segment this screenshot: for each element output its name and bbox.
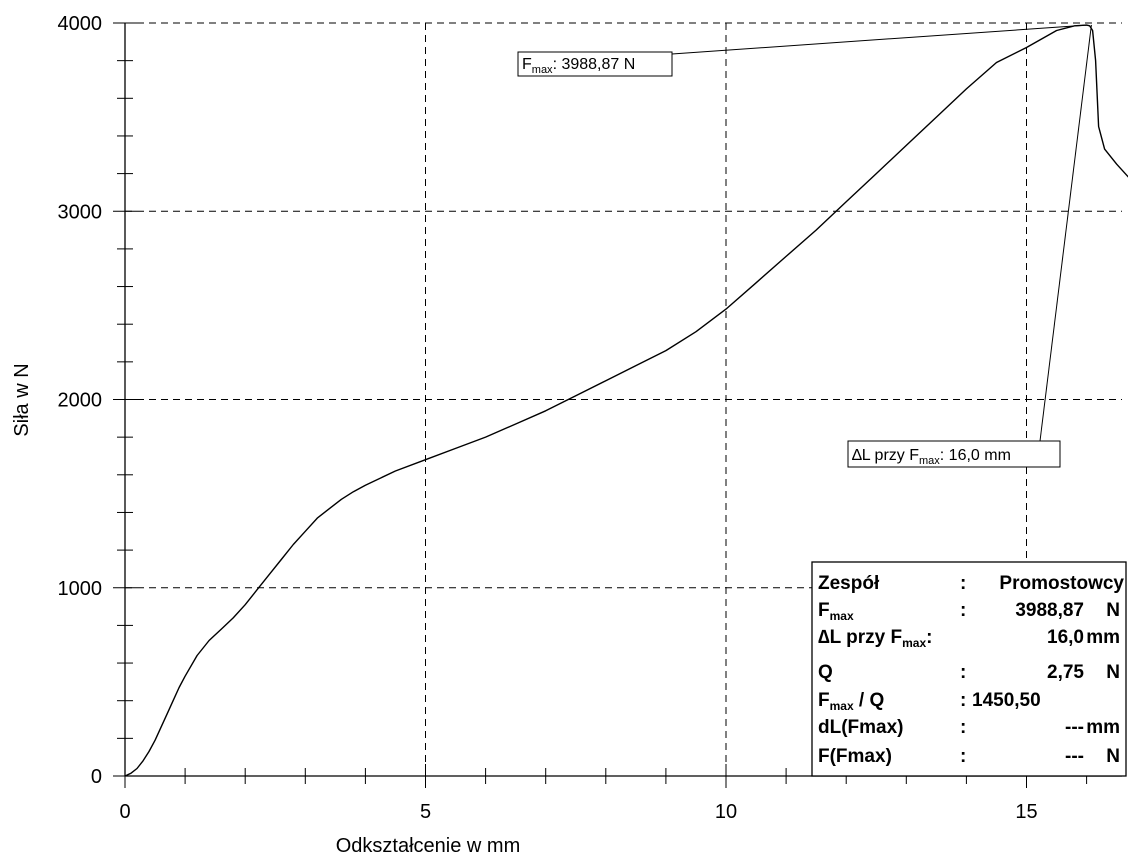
stats-row-label: Fmax [818, 600, 854, 623]
y-tick-label: 2000 [58, 390, 103, 412]
x-tick-label: 5 [420, 801, 431, 823]
stats-row-unit: N [1106, 662, 1120, 683]
stats-box: Zespół: Promostowcy Fmax: 3988,87 N ∆L przy F… [811, 561, 1127, 777]
subscript-span: max [919, 455, 940, 467]
subscript-span: max [902, 636, 926, 650]
text-span: F [818, 600, 830, 621]
text-span: F [522, 56, 532, 73]
stats-row-value: --- [1065, 746, 1084, 767]
x-tick-label: 10 [715, 801, 737, 823]
stats-row: ∆L przy Fmax: 16,0 mm [818, 627, 1120, 650]
text-span: F [818, 690, 830, 711]
text-span: Zespół [818, 573, 880, 594]
series-line [124, 24, 1128, 777]
annotations: Fmax: 3988,87 N∆L przy Fmax: 16,0 mm [517, 24, 1092, 468]
annotation-leader-line [671, 24, 1087, 55]
text-span: : 3988,87 N [553, 56, 636, 73]
text-span: dL(Fmax) [818, 717, 904, 738]
annotation-dl: ∆L przy Fmax: 16,0 mm [847, 24, 1092, 468]
stats-row: F(Fmax): --- N [818, 746, 1120, 767]
stats-row-value: 1450,50 [972, 690, 1041, 711]
stats-row-colon: : [960, 600, 966, 621]
stats-row-value: 3988,87 [1015, 600, 1084, 621]
stats-row-label: dL(Fmax) [818, 717, 904, 738]
stats-row-value: 16,0 [1047, 627, 1084, 648]
stats-row: Fmax: 3988,87 N [818, 600, 1120, 623]
subscript-span: max [532, 64, 553, 76]
stats-row-colon: : [960, 573, 966, 594]
text-span: L przy F [862, 447, 919, 464]
stats-row: Fmax / Q:1450,50 [818, 690, 1041, 713]
stats-row-colon: : [960, 690, 966, 711]
stats-row-value: Promostowcy [999, 573, 1124, 594]
y-tick-label: 4000 [58, 13, 103, 35]
stats-row-label: Zespół [818, 573, 880, 594]
stats-box-border [811, 561, 1127, 777]
text-span: / Q [854, 690, 885, 711]
y-tick-label: 3000 [58, 201, 103, 223]
y-tick-label: 1000 [58, 578, 103, 600]
stats-row-label: F(Fmax) [818, 746, 892, 767]
stats-row-label: ∆L przy Fmax: [818, 627, 932, 650]
tick-labels: 0 1000 2000 3000 4000 0 5 10 15 [58, 13, 1038, 823]
text-span: Q [818, 662, 833, 683]
x-tick-label: 0 [119, 801, 130, 823]
stats-row-unit: N [1106, 746, 1120, 767]
text-span: ∆ [852, 447, 862, 464]
stats-row-colon: : [960, 746, 966, 767]
annotation-label: ∆L przy Fmax: 16,0 mm [852, 447, 1011, 467]
annotation-leader-line [1039, 24, 1092, 442]
y-tick-label: 0 [91, 766, 102, 788]
annotation-box [847, 440, 1061, 468]
stats-row-unit: mm [1086, 717, 1120, 738]
x-tick-label: 15 [1015, 801, 1037, 823]
stats-row: Zespół: Promostowcy [818, 573, 1124, 594]
annotation-label: Fmax: 3988,87 N [522, 56, 635, 76]
stats-row-label: Q [818, 662, 833, 683]
subscript-span: max [830, 699, 854, 713]
stats-row-label: Fmax / Q [818, 690, 884, 713]
text-span: : [926, 627, 932, 648]
text-span: L przy F [830, 627, 903, 648]
y-axis-label: Siła w N [11, 363, 33, 436]
stats-row: Q: 2,75 N [818, 662, 1120, 683]
stats-row-value: --- [1065, 717, 1084, 738]
x-axis-label: Odkształcenie w mm [336, 835, 521, 857]
text-span: : 16,0 mm [940, 447, 1011, 464]
text-span: ∆ [818, 627, 830, 648]
subscript-span: max [830, 609, 854, 623]
stats-row-unit: mm [1086, 627, 1120, 648]
stats-row-unit: N [1106, 600, 1120, 621]
stats-row-colon: : [960, 717, 966, 738]
stats-row: dL(Fmax): --- mm [818, 717, 1120, 738]
stats-row-colon: : [960, 662, 966, 683]
annotation-fmax: Fmax: 3988,87 N [517, 24, 1087, 77]
series-layer [124, 24, 1128, 777]
stats-row-value: 2,75 [1047, 662, 1084, 683]
annotation-box [517, 51, 673, 77]
text-span: F(Fmax) [818, 746, 892, 767]
